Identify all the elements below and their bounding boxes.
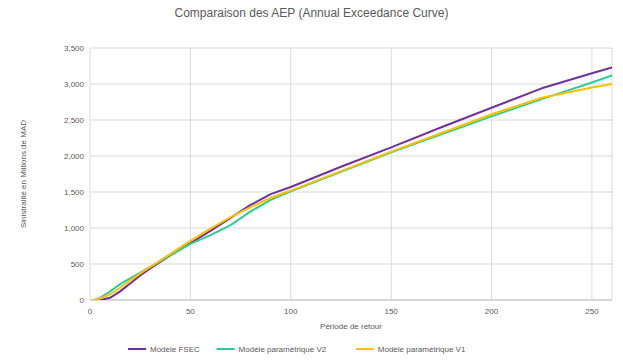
series-line bbox=[94, 67, 612, 300]
y-tick-label: 2,000 bbox=[64, 152, 85, 161]
legend-label: Modèle FSEC bbox=[150, 345, 200, 354]
legend-label: Modèle paramétrique V1 bbox=[378, 345, 466, 354]
x-axis-line bbox=[90, 300, 612, 301]
x-tick-label: 150 bbox=[384, 307, 398, 316]
y-grid-line bbox=[90, 48, 612, 49]
y-grid-line bbox=[90, 300, 612, 301]
x-tick-label: 50 bbox=[186, 307, 195, 316]
y-tick-label: 0 bbox=[80, 296, 85, 305]
y-grid-line bbox=[90, 84, 612, 85]
x-grid-line bbox=[391, 48, 392, 300]
x-tick-label: 100 bbox=[284, 307, 298, 316]
y-grid-line bbox=[90, 228, 612, 229]
y-tick-label: 2,500 bbox=[64, 116, 85, 125]
series-line bbox=[94, 75, 612, 300]
y-grid-line bbox=[90, 120, 612, 121]
legend: Modèle FSEC Modèle paramétrique V2 Modèle … bbox=[128, 345, 466, 354]
x-grid-line bbox=[90, 48, 91, 300]
title: Comparaison des AEP (Annual Exceedance C… bbox=[175, 6, 449, 20]
x-tick-label: 250 bbox=[585, 307, 599, 316]
x-grid-line bbox=[290, 48, 291, 300]
legend-swatch bbox=[128, 348, 146, 350]
y-tick-label: 1,000 bbox=[64, 224, 85, 233]
y-tick-label: 500 bbox=[71, 260, 85, 269]
y-tick-label: 3,500 bbox=[64, 44, 85, 53]
x-tick-label: 200 bbox=[485, 307, 499, 316]
y-grid-line bbox=[90, 192, 612, 193]
y-grid-line bbox=[90, 264, 612, 265]
x-tick-label: 0 bbox=[88, 307, 93, 316]
legend-label: Modèle paramétrique V2 bbox=[239, 345, 327, 354]
legend-swatch bbox=[356, 348, 374, 350]
grid bbox=[90, 48, 612, 300]
y-axis-title: Sinistralité en Millions de MAD bbox=[19, 120, 28, 228]
chart: Comparaison des AEP (Annual Exceedance C… bbox=[0, 0, 623, 361]
x-axis-title: Période de retour bbox=[320, 322, 382, 331]
x-grid-line bbox=[190, 48, 191, 300]
plot-frame-right bbox=[612, 48, 613, 300]
legend-swatch bbox=[217, 348, 235, 350]
series-line bbox=[94, 84, 612, 300]
plot-area bbox=[94, 67, 612, 300]
x-grid-line bbox=[591, 48, 592, 300]
x-grid-line bbox=[491, 48, 492, 300]
y-grid-line bbox=[90, 156, 612, 157]
y-tick-label: 3,000 bbox=[64, 80, 85, 89]
y-tick-label: 1,500 bbox=[64, 188, 85, 197]
